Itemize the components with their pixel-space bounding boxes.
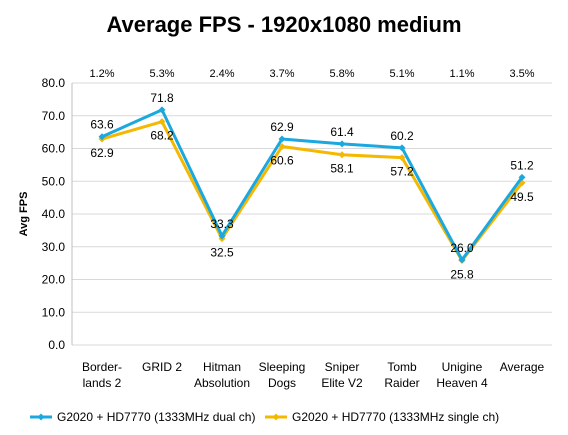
percent-label: 1.2%: [89, 68, 114, 80]
data-label: 60.6: [270, 154, 294, 168]
data-label: 57.2: [390, 165, 414, 179]
data-point: [518, 173, 526, 181]
y-axis-label: Avg FPS: [18, 192, 30, 237]
gridlines: [72, 82, 552, 346]
percent-label: 2.4%: [209, 68, 234, 80]
x-tick-label: Unigine Heaven 4: [436, 360, 488, 390]
data-label: 25.8: [450, 268, 474, 282]
x-tick-label: Border-lands 2: [82, 360, 122, 390]
percent-label: 3.5%: [509, 68, 534, 80]
y-tick-label: 70.0: [42, 109, 66, 123]
x-tick-label: Average: [500, 360, 545, 374]
legend: G2020 + HD7770 (1333MHz dual ch) G2020 + …: [30, 410, 499, 424]
data-label: 71.8: [150, 91, 174, 105]
legend-label: G2020 + HD7770 (1333MHz dual ch): [57, 410, 255, 424]
data-point: [338, 140, 346, 148]
percent-label: 1.1%: [449, 68, 474, 80]
data-point: [218, 232, 226, 240]
x-tick-label: Sniper Elite V2: [321, 360, 363, 390]
percent-label: 5.3%: [149, 68, 174, 80]
data-point: [398, 144, 406, 152]
y-tick-label: 80.0: [42, 76, 66, 90]
data-label: 62.9: [90, 146, 114, 160]
x-tick-label: Tomb Raider: [384, 360, 419, 390]
data-label: 49.5: [510, 190, 534, 204]
legend-label: G2020 + HD7770 (1333MHz single ch): [292, 410, 499, 424]
data-label: 62.9: [270, 120, 294, 134]
data-labels: 63.6 71.8 33.3 62.9 61.4 60.2 26.0 51.2 62.9 68.2…: [90, 91, 534, 282]
data-label: 60.2: [390, 129, 414, 143]
data-point: [398, 154, 406, 162]
series-line: [101, 108, 524, 262]
y-tick-label: 20.0: [42, 273, 66, 287]
x-tick-label: GRID 2: [142, 360, 182, 374]
data-point: [98, 133, 106, 141]
data-point: [278, 135, 286, 143]
percent-label: 3.7%: [269, 68, 294, 80]
percent-label: 5.1%: [389, 68, 414, 80]
y-tick-label: 0.0: [48, 338, 65, 352]
percent-label: 5.8%: [329, 68, 354, 80]
data-label: 68.2: [150, 129, 174, 143]
data-label: 63.6: [90, 118, 114, 132]
data-point: [458, 256, 466, 264]
data-point: [158, 106, 166, 114]
y-tick-label: 50.0: [42, 174, 66, 188]
data-label: 32.5: [210, 246, 234, 260]
y-tick-label: 60.0: [42, 142, 66, 156]
y-tick-label: 10.0: [42, 305, 66, 319]
data-point: [278, 143, 286, 151]
data-label: 51.2: [510, 158, 534, 172]
percent-labels: 1.2% 5.3% 2.4% 3.7% 5.8% 5.1% 1.1% 3.5%: [89, 68, 534, 80]
data-label: 26.0: [450, 241, 474, 255]
data-point: [158, 118, 166, 126]
data-label: 58.1: [330, 162, 354, 176]
legend-marker: [272, 413, 280, 421]
data-point: [338, 151, 346, 159]
chart-title: Average FPS - 1920x1080 medium: [106, 12, 461, 37]
x-tick-label: Hitman Absolution: [194, 360, 250, 390]
legend-marker: [37, 413, 45, 421]
axes: 0.0 10.0 20.0 30.0 40.0 50.0 60.0 70.0 80.0 Borde…: [42, 76, 545, 390]
x-tick-label: Sleeping Dogs: [259, 360, 306, 390]
series-lines: [98, 106, 526, 265]
y-tick-label: 30.0: [42, 240, 66, 254]
data-label: 61.4: [330, 125, 354, 139]
data-label: 33.3: [210, 217, 234, 231]
y-tick-label: 40.0: [42, 207, 66, 221]
